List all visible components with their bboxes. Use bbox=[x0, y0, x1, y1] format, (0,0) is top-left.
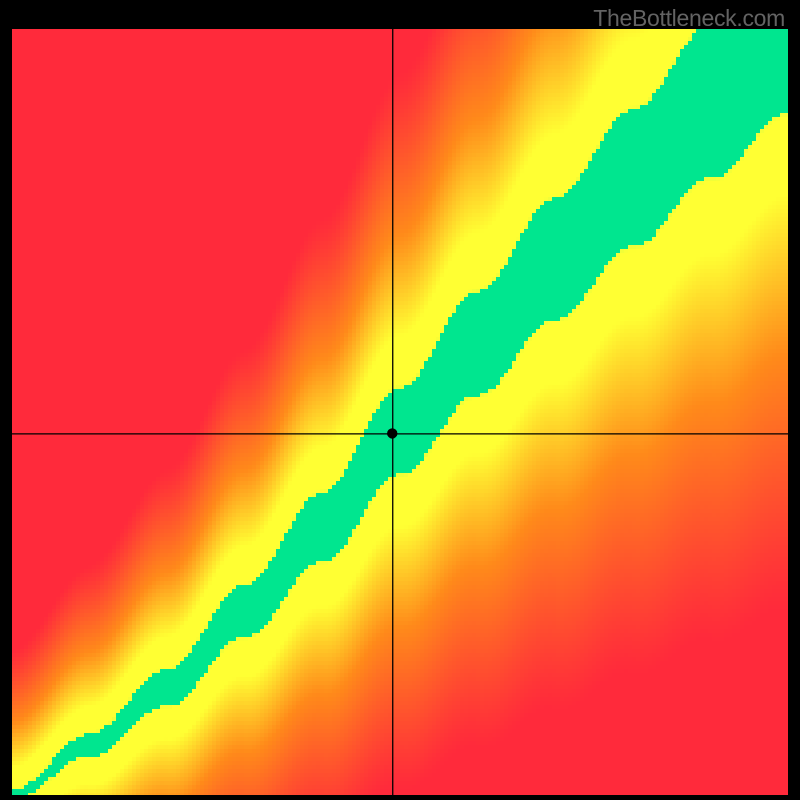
watermark-text: TheBottleneck.com bbox=[593, 5, 785, 32]
heatmap-canvas bbox=[12, 29, 788, 795]
plot-area bbox=[12, 29, 788, 795]
